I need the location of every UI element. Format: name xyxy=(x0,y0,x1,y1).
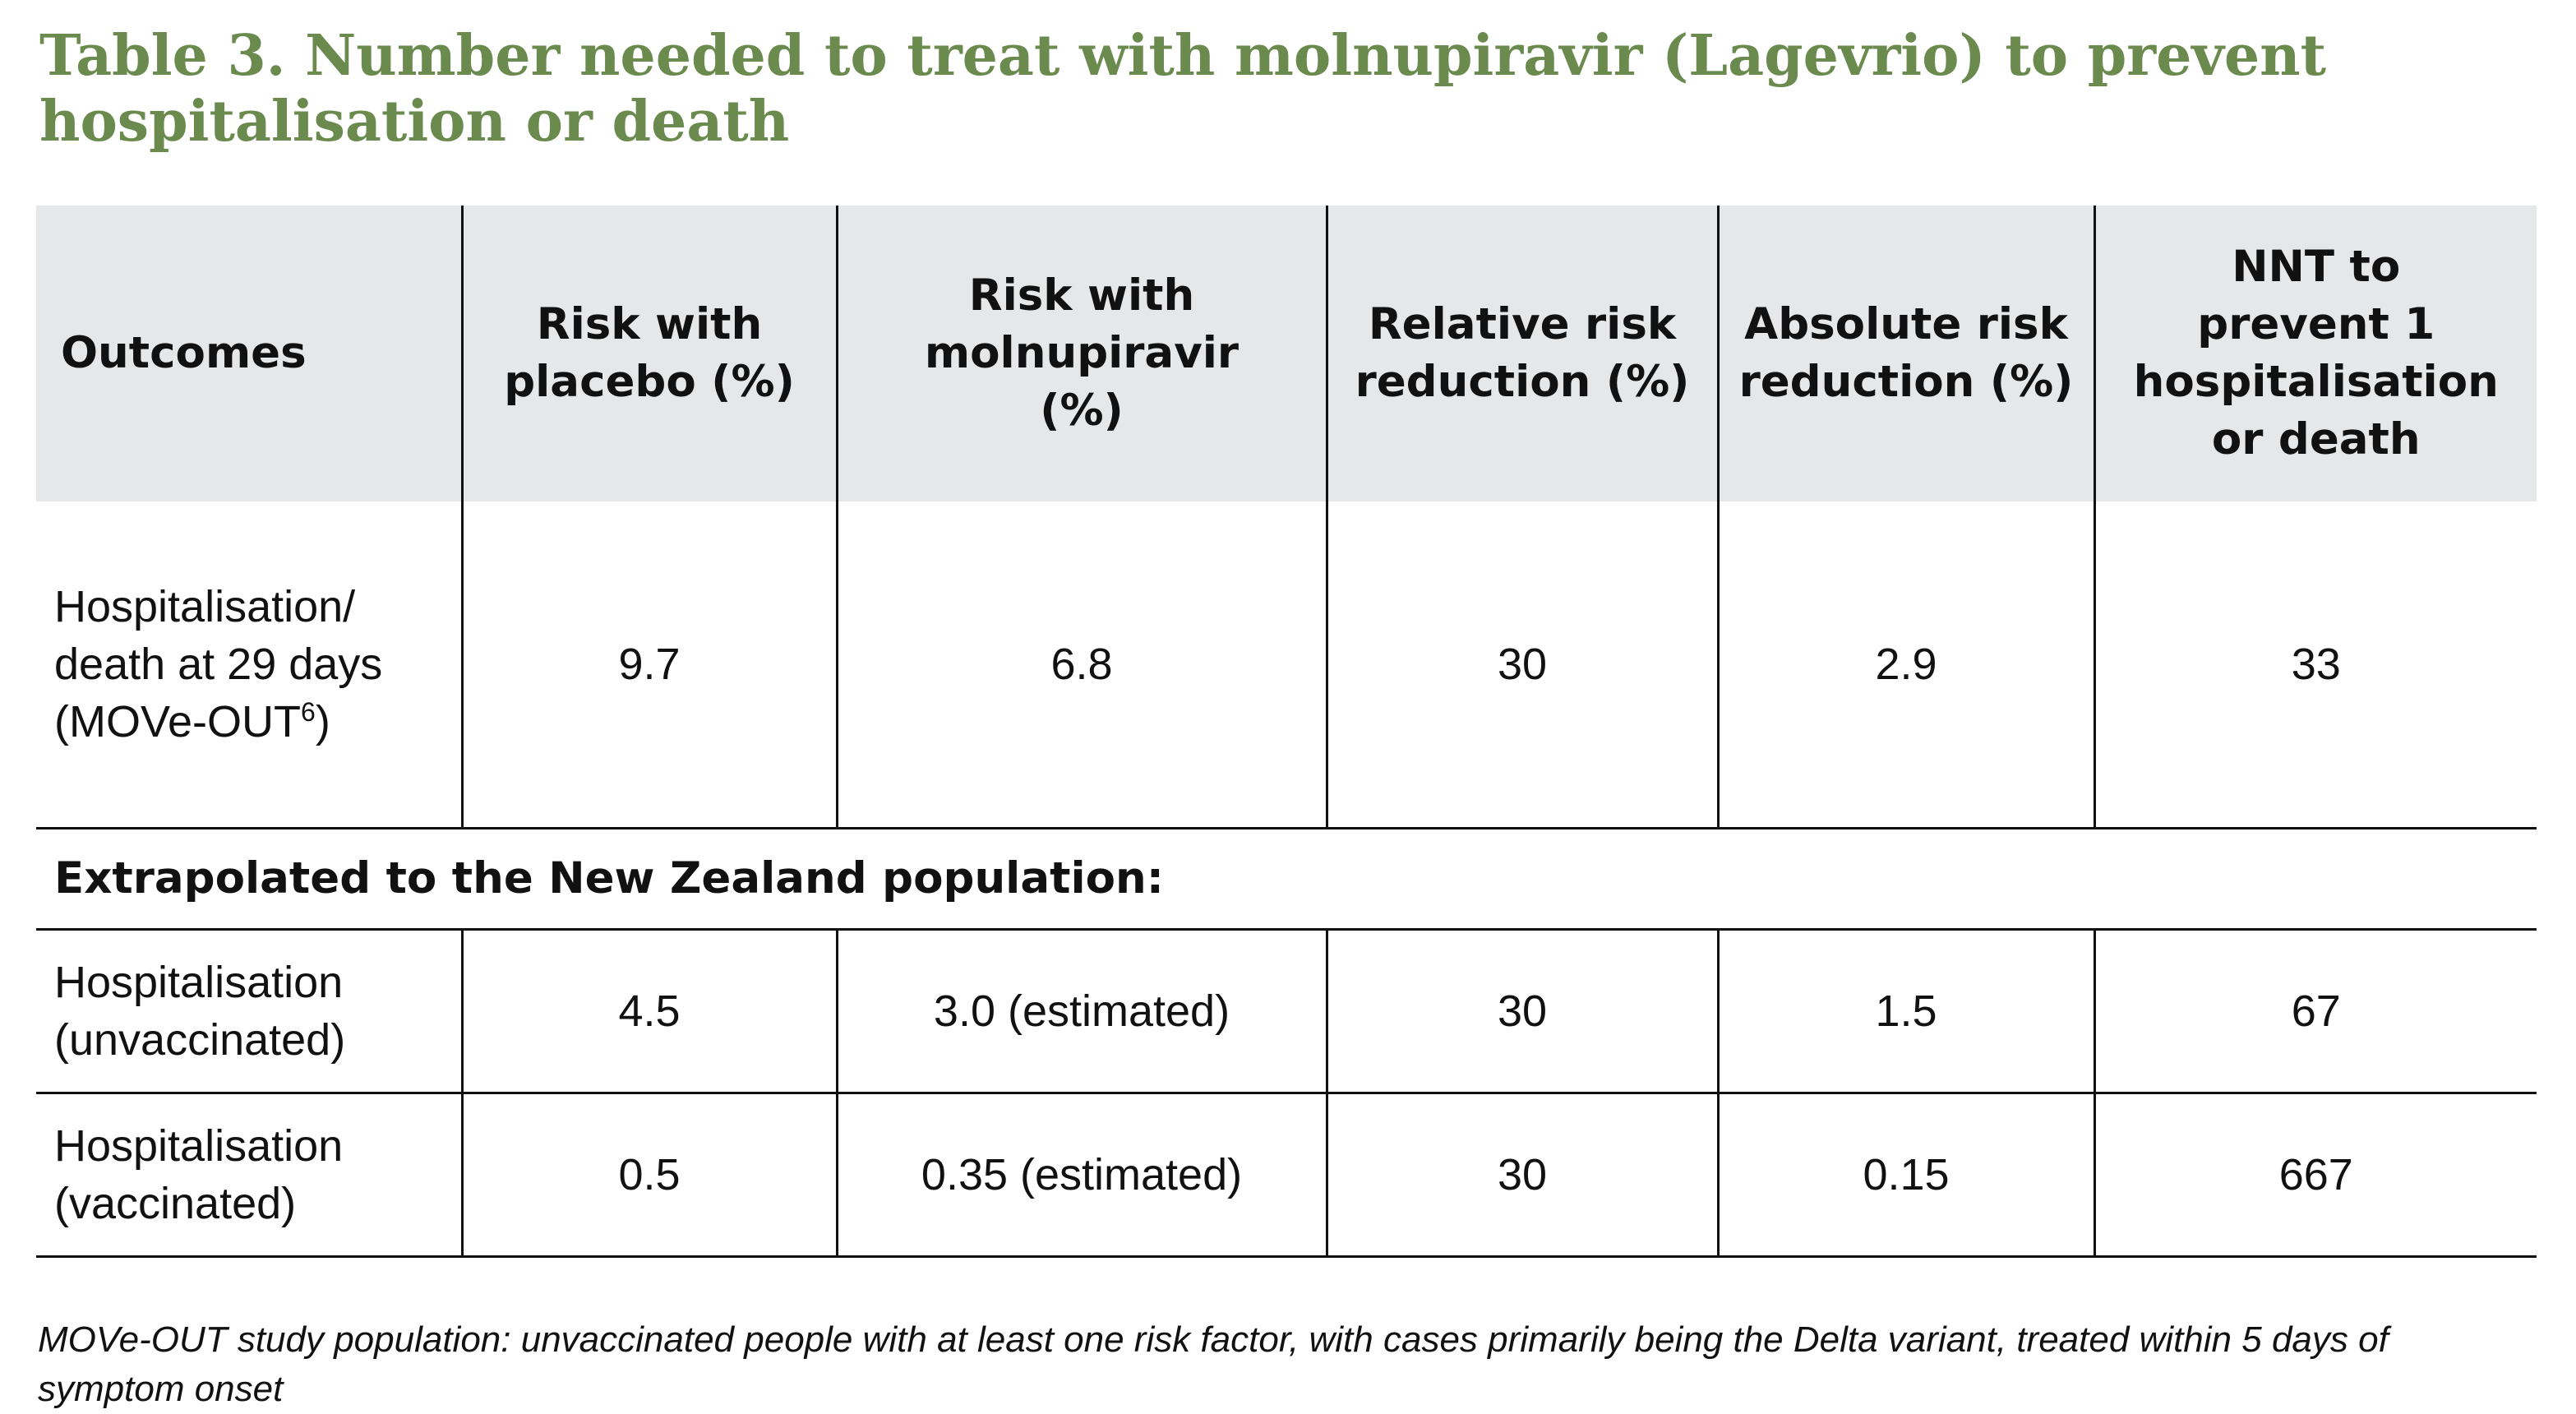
risk-placebo-cell: 9.7 xyxy=(460,501,838,829)
table-row: Hospitalisation (unvaccinated) 4.5 3.0 (… xyxy=(36,929,2537,1093)
table-row: Hospitalisation/ death at 29 days (MOVe-… xyxy=(36,501,2537,829)
nnt-table: Outcomes Risk with placebo (%) Risk with… xyxy=(36,206,2537,1258)
table-title: Table 3. Number needed to treat with mol… xyxy=(39,23,2505,155)
relative-risk-reduction-cell: 30 xyxy=(1325,929,1720,1093)
table-footnote: MOVe-OUT study population: unvaccinated … xyxy=(38,1319,2389,1409)
absolute-risk-reduction-cell: 1.5 xyxy=(1716,929,2096,1093)
absolute-risk-reduction-cell: 0.15 xyxy=(1716,1093,2096,1257)
outcome-cell: Hospitalisation/ death at 29 days (MOVe-… xyxy=(36,501,464,829)
table-title-line-2: hospitalisation or death xyxy=(39,89,790,155)
risk-placebo-cell: 0.5 xyxy=(460,1093,838,1257)
header-nnt: NNT to prevent 1 hospitalisation or deat… xyxy=(2093,206,2537,501)
header-outcomes: Outcomes xyxy=(36,206,464,501)
relative-risk-reduction-cell: 30 xyxy=(1325,501,1720,829)
header-risk-placebo: Risk with placebo (%) xyxy=(460,206,838,501)
table-title-line-1: Table 3. Number needed to treat with mol… xyxy=(39,23,2327,89)
header-relative-risk-reduction: Relative risk reduction (%) xyxy=(1325,206,1720,501)
nnt-cell: 667 xyxy=(2093,1093,2537,1257)
absolute-risk-reduction-cell: 2.9 xyxy=(1716,501,2096,829)
risk-molnupiravir-cell: 6.8 xyxy=(835,501,1328,829)
section-row: Extrapolated to the New Zealand populati… xyxy=(36,829,2537,930)
risk-molnupiravir-cell: 0.35 (estimated) xyxy=(835,1093,1328,1257)
table-header: Outcomes Risk with placebo (%) Risk with… xyxy=(36,206,2537,501)
risk-placebo-cell: 4.5 xyxy=(460,929,838,1093)
risk-molnupiravir-cell: 3.0 (estimated) xyxy=(835,929,1328,1093)
table-row: Hospitalisation (vaccinated) 0.5 0.35 (e… xyxy=(36,1093,2537,1257)
nnt-cell: 33 xyxy=(2093,501,2537,829)
section-label: Extrapolated to the New Zealand populati… xyxy=(54,853,1164,903)
header-risk-molnupiravir: Risk with molnupiravir (%) xyxy=(835,206,1328,501)
outcome-cell: Hospitalisation (vaccinated) xyxy=(36,1093,464,1257)
outcome-cell: Hospitalisation (unvaccinated) xyxy=(36,929,464,1093)
relative-risk-reduction-cell: 30 xyxy=(1325,1093,1720,1257)
header-absolute-risk-reduction: Absolute risk reduction (%) xyxy=(1716,206,2096,501)
reference-superscript: 6 xyxy=(301,697,316,727)
nnt-cell: 67 xyxy=(2093,929,2537,1093)
